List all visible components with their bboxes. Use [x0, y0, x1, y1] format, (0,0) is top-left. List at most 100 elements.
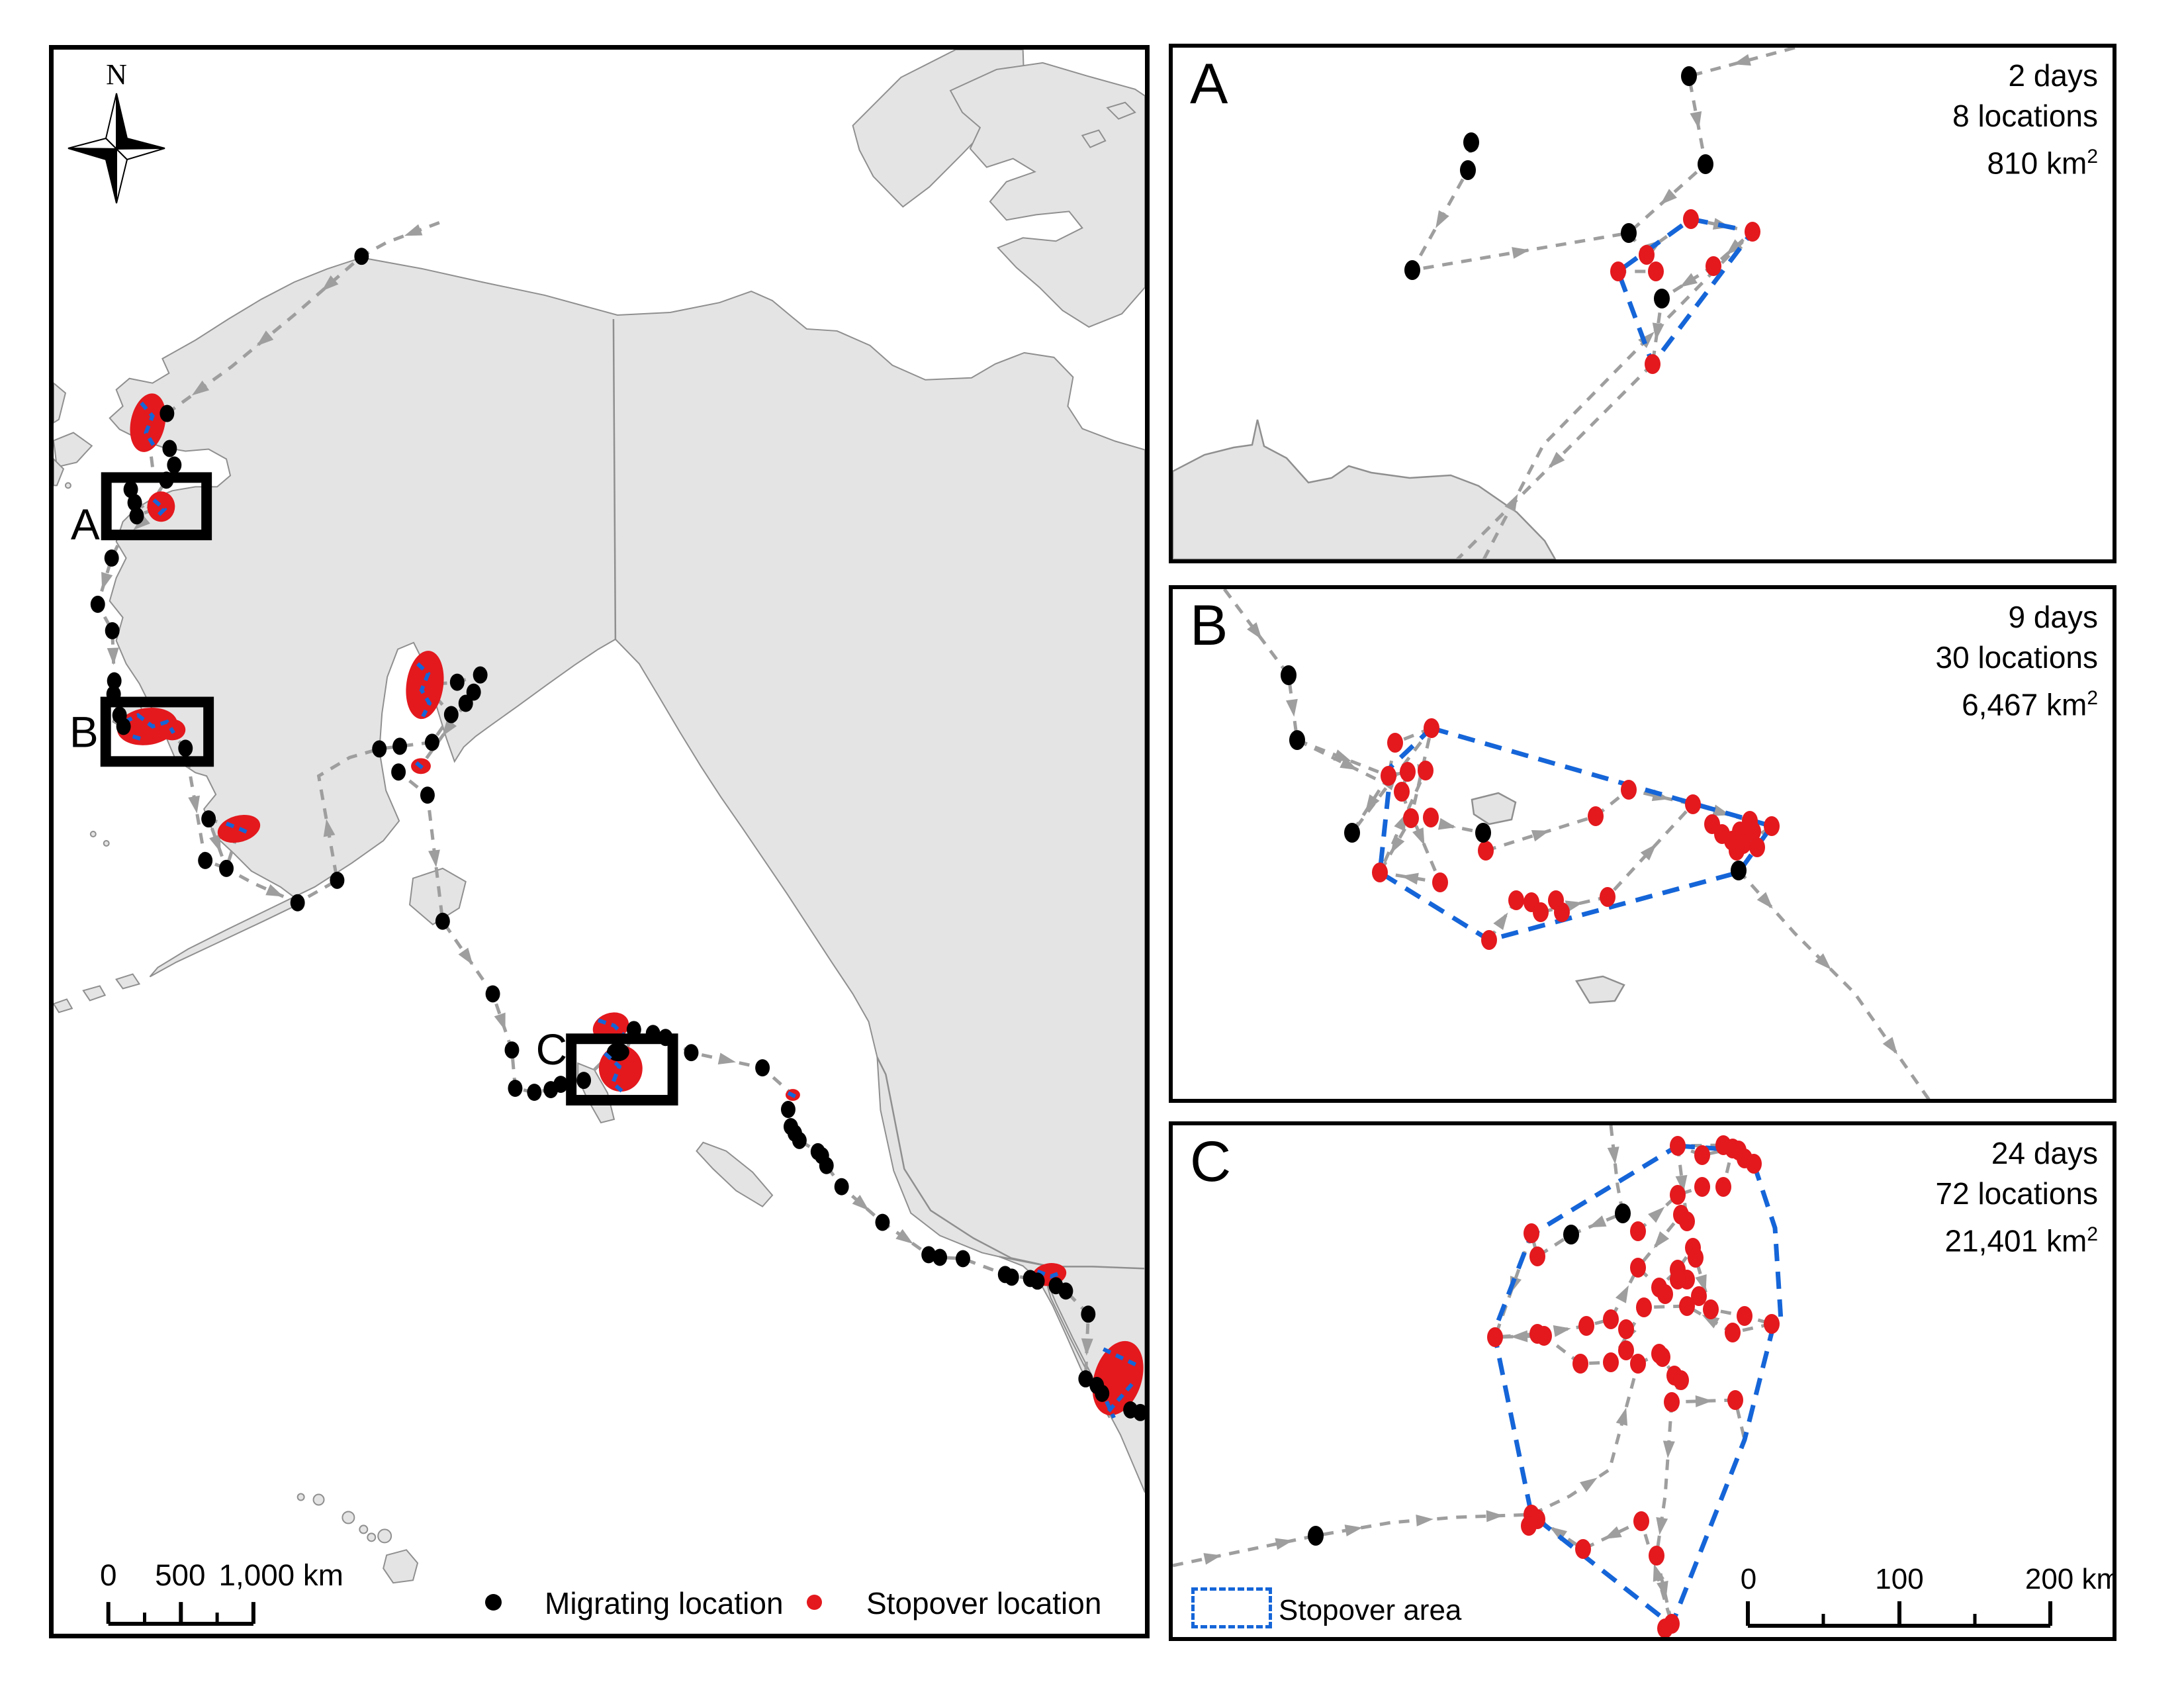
stopover-dot [1645, 354, 1661, 374]
migrating-dot [198, 851, 213, 869]
migrating-dot [167, 456, 182, 474]
stopover-area-outline [787, 1091, 797, 1099]
track-arrow-icon [1615, 1285, 1629, 1303]
stopover-dot [1727, 1390, 1743, 1410]
migrating-dot [162, 440, 177, 457]
track-arrow-icon [1493, 912, 1508, 930]
stopover-dot [1630, 1258, 1646, 1278]
migrating-dot [90, 595, 105, 613]
track-arrow-icon [1653, 1231, 1670, 1248]
track-arrow-icon [1437, 818, 1457, 830]
stopover-dot [1630, 1221, 1646, 1241]
stopover-area-outline [132, 734, 147, 743]
landmass [109, 257, 1145, 1493]
panel-b-stats: 9 days 30 locations 6,467 km2 [1936, 597, 2099, 725]
track-arrow-icon [1412, 827, 1425, 846]
migrating-dot [1289, 730, 1305, 750]
track-arrow-icon [1680, 273, 1698, 287]
stopover-dot [1649, 1546, 1664, 1566]
migrating-dot [123, 481, 138, 498]
track-arrow-icon [1548, 451, 1565, 469]
island [341, 1511, 355, 1524]
migrating-dot [219, 859, 234, 877]
track-arrow-icon [1344, 1524, 1363, 1536]
migrating-dot [330, 871, 345, 889]
track-arrow-icon [101, 571, 113, 590]
stopover-area-outline [598, 1018, 625, 1037]
migrating-dot [392, 737, 408, 755]
migrating-dot [104, 549, 119, 567]
migrating-dot [755, 1059, 770, 1077]
stopover-dot [1403, 808, 1419, 828]
track-arrow-icon [428, 849, 440, 868]
track-arrow-icon [1275, 1538, 1293, 1550]
stopover-dot [1521, 1516, 1537, 1536]
track-arrow-icon [256, 330, 274, 346]
migrating-dot [1095, 1384, 1110, 1402]
track-arrow-icon [1604, 1526, 1622, 1540]
landmass [1081, 129, 1107, 148]
stopover-dot [1764, 1314, 1780, 1334]
landmass [1574, 975, 1625, 1004]
stopover-dot [1621, 780, 1637, 800]
migrating-dot [1475, 823, 1491, 843]
political-border [612, 318, 617, 639]
stopover-dot [1746, 1154, 1762, 1174]
panel-c-locations: 72 locations [1935, 1176, 2099, 1211]
island [296, 1493, 305, 1501]
track-arrow-icon [1725, 239, 1743, 256]
landmass [115, 973, 141, 990]
migration-track [1613, 217, 1756, 365]
legend-migrating-label: Migrating location [545, 1586, 784, 1620]
panel-c-frame: 0 100 200 km C 24 days 72 locations 21,401… [1169, 1121, 2116, 1641]
stopover-dot [1578, 1316, 1594, 1336]
stopover-dot [1694, 1145, 1710, 1165]
migrating-dot [1004, 1268, 1019, 1286]
migrating-dot [1058, 1282, 1073, 1300]
stopover-area-polygon [1615, 216, 1757, 369]
panel-c-area: 21,401 km2 [1944, 1223, 2098, 1258]
migrating-dot [473, 666, 488, 684]
track-arrow-icon [323, 819, 336, 837]
stopover-dot [1603, 1309, 1619, 1329]
track-arrow-icon [1512, 247, 1530, 259]
track-arrow-icon [1390, 835, 1405, 854]
migrating-dot [1081, 1305, 1096, 1323]
track-arrow-icon [1695, 1274, 1707, 1293]
island [377, 1528, 392, 1544]
migrating-dot [466, 683, 481, 701]
migrating-dot [159, 404, 175, 422]
stopover-dot [1636, 1297, 1652, 1317]
stopover-dot [1706, 256, 1721, 276]
stopover-dot [1487, 1327, 1503, 1347]
stopover-dot [1745, 222, 1760, 242]
stopover-dot [1529, 1324, 1545, 1344]
migrating-dot [1615, 1203, 1631, 1223]
island [89, 831, 97, 838]
track-arrow-icon [441, 719, 457, 737]
compass-rose: N [67, 58, 166, 204]
stopover-area-outline [140, 401, 156, 447]
stopover-dot [1673, 1370, 1689, 1390]
track-arrow-icon [107, 647, 119, 665]
panel-c-days: 24 days [1991, 1136, 2098, 1170]
stopover-dot [1670, 1270, 1686, 1289]
stopover-dot [1703, 1299, 1719, 1319]
stopover-dot [1533, 902, 1549, 922]
track-arrow-icon [1690, 111, 1702, 130]
migrating-dot [921, 1246, 936, 1264]
stopover-dot [1418, 761, 1433, 780]
scalebar-label: 1,000 km [219, 1558, 343, 1592]
track-arrow-icon [1286, 698, 1298, 717]
panel-a-frame: A 2 days 8 locations 810 km2 [1169, 44, 2116, 563]
stopover-dot [1618, 1340, 1634, 1360]
stopover-cluster [147, 491, 175, 522]
migrating-dot [107, 672, 122, 690]
stopover-dot [1524, 1223, 1539, 1243]
panel-c-letter: C [1190, 1130, 1232, 1194]
panel-c-map: 0 100 200 km [1173, 1125, 2113, 1637]
track-arrow-icon [895, 1229, 913, 1244]
migrating-dot [684, 1044, 699, 1062]
migrating-dot [1621, 223, 1637, 243]
